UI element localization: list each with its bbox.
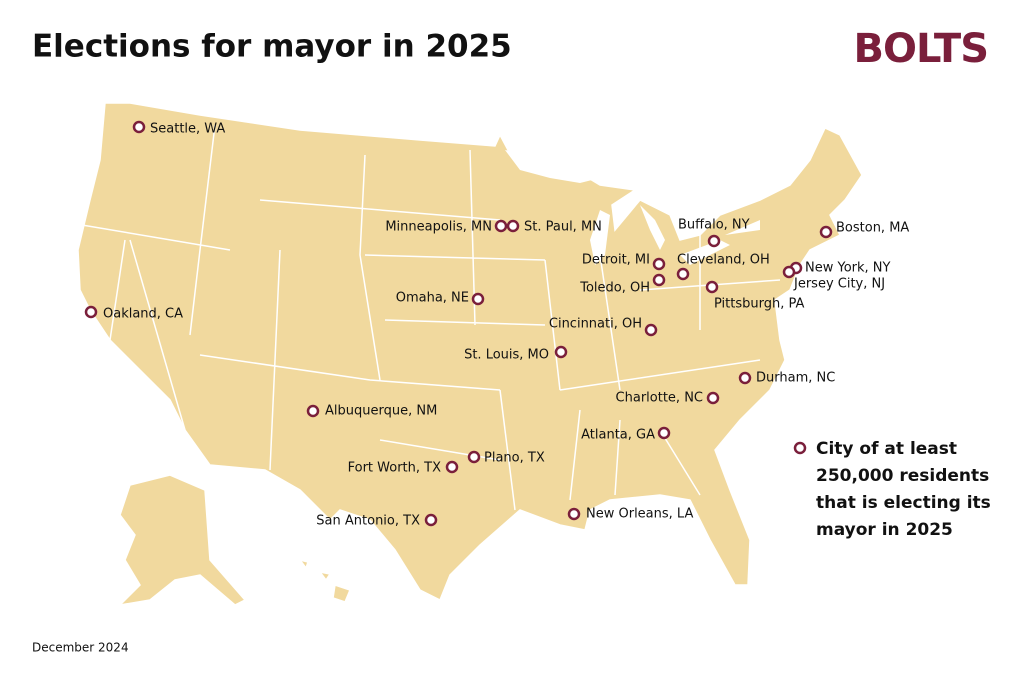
city-label: Buffalo, NY [678, 218, 750, 233]
city-marker [652, 257, 666, 271]
city-label: Durham, NC [756, 371, 835, 386]
us-map [77, 102, 863, 607]
logo: BOLTS [854, 26, 988, 72]
city-label: Boston, MA [836, 221, 909, 236]
legend-text: that is electing its [816, 493, 991, 513]
city-marker [84, 305, 98, 319]
city-label: Toledo, OH [579, 281, 650, 296]
city-marker [782, 265, 796, 279]
city-marker [506, 219, 520, 233]
city-marker [644, 323, 658, 337]
city-label: Atlanta, GA [581, 428, 655, 443]
city-marker [705, 280, 719, 294]
city-label: New York, NY [805, 261, 891, 276]
city-marker [424, 513, 438, 527]
city-marker [494, 219, 508, 233]
legend: City of at least 250,000 residents that is… [816, 439, 991, 540]
city-label: New Orleans, LA [586, 507, 693, 522]
city-marker [657, 426, 671, 440]
city-label: Omaha, NE [396, 291, 469, 306]
city-marker [132, 120, 146, 134]
city-label: Albuquerque, NM [325, 404, 437, 419]
city-marker [707, 234, 721, 248]
city-marker [676, 267, 690, 281]
city-marker [467, 450, 481, 464]
city-label: Oakland, CA [103, 307, 183, 322]
city-marker [471, 292, 485, 306]
city-label: Jersey City, NJ [793, 277, 885, 292]
legend-marker [793, 441, 807, 455]
city-marker [554, 345, 568, 359]
city-marker [738, 371, 752, 385]
city-label: Plano, TX [484, 451, 545, 466]
city-marker [306, 404, 320, 418]
state-lines [81, 124, 781, 511]
city-label: Fort Worth, TX [348, 461, 441, 476]
city-label: Minneapolis, MN [385, 220, 492, 235]
city-label: Pittsburgh, PA [714, 297, 805, 312]
great-lakes [505, 150, 760, 265]
city-marker [652, 273, 666, 287]
legend-text: mayor in 2025 [816, 520, 953, 540]
city-label: Cincinnati, OH [549, 317, 642, 332]
lower-48 [77, 102, 863, 602]
city-marker [706, 391, 720, 405]
city-marker [567, 507, 581, 521]
city-label: St. Louis, MO [464, 348, 549, 363]
title: Elections for mayor in 2025 [32, 29, 512, 65]
city-label: Seattle, WA [150, 122, 225, 137]
city-marker [445, 460, 459, 474]
legend-text: City of at least [816, 439, 957, 459]
legend-text: 250,000 residents [816, 466, 989, 486]
hawaii [298, 558, 352, 603]
city-markers: Seattle, WA Minneapolis, MN St. Paul, MN Bu… [84, 120, 909, 529]
city-label: Detroit, MI [582, 253, 650, 268]
alaska [117, 474, 247, 607]
city-label: San Antonio, TX [316, 514, 420, 529]
city-label: St. Paul, MN [524, 220, 602, 235]
city-marker [819, 225, 833, 239]
footer-date: December 2024 [32, 641, 129, 655]
city-label: Cleveland, OH [677, 253, 770, 268]
city-label: Charlotte, NC [616, 391, 703, 406]
